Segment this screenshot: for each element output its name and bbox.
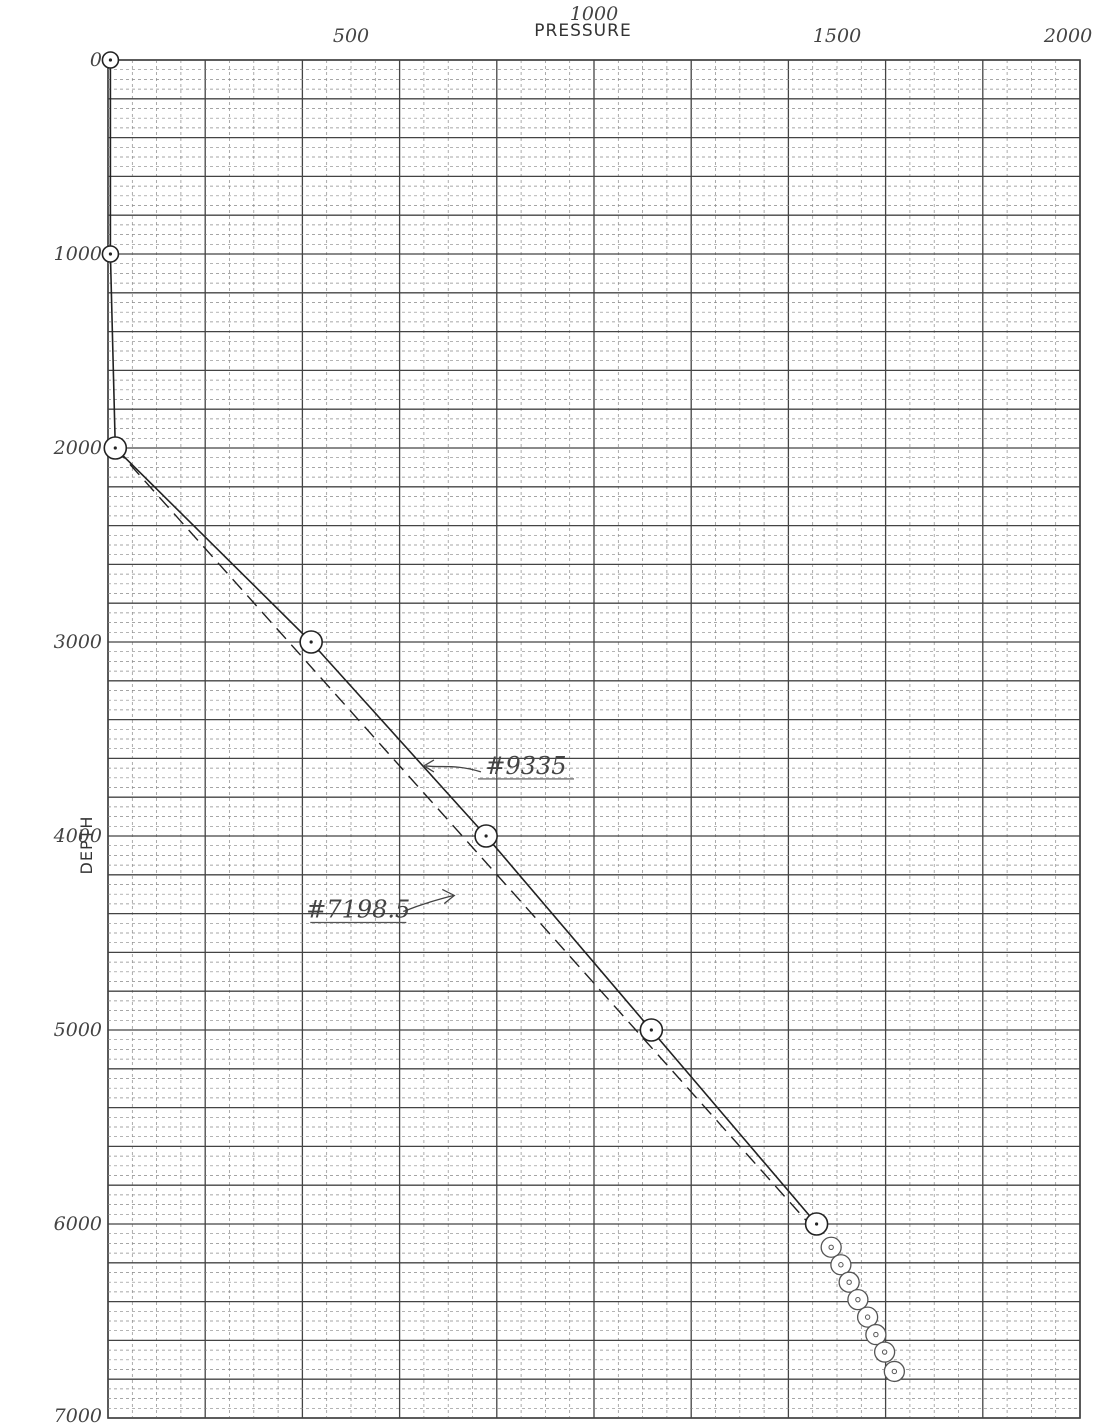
extra-point-dot bbox=[846, 1279, 852, 1285]
grid bbox=[107, 59, 1081, 1419]
extra-point-dot bbox=[891, 1368, 898, 1375]
data-point-dot bbox=[108, 58, 113, 62]
extra-point-marker bbox=[883, 1360, 905, 1383]
extra-point-dot bbox=[873, 1331, 879, 1338]
y-tick-label: 1000 bbox=[54, 243, 102, 265]
data-point-dot bbox=[649, 1028, 653, 1032]
x-tick-label: 2000 bbox=[1043, 25, 1092, 47]
annotation-label: #9335 bbox=[485, 752, 566, 780]
y-tick-label: 5000 bbox=[54, 1019, 102, 1041]
annotation-arrow bbox=[425, 765, 482, 773]
y-tick-label: 3000 bbox=[54, 631, 102, 653]
data-point-dot bbox=[814, 1222, 819, 1226]
extra-point-marker bbox=[838, 1271, 860, 1293]
x-tick-label: 500 bbox=[333, 25, 369, 47]
dashed-series-line bbox=[114, 447, 810, 1225]
annotation-arrowhead bbox=[422, 759, 435, 773]
x-tick-label: 1000 bbox=[570, 3, 618, 25]
extra-point-marker bbox=[847, 1289, 869, 1311]
markers-group bbox=[101, 51, 905, 1383]
labels-group: PRESSURE DEPTH 500 1000 1500 2000 0 1000 2000 3… bbox=[53, 3, 1093, 1426]
extra-point-dot bbox=[855, 1296, 861, 1303]
y-tick-label: 7000 bbox=[54, 1405, 102, 1426]
annotation-arrowhead bbox=[441, 888, 456, 904]
y-tick-label: 6000 bbox=[54, 1213, 102, 1235]
extra-point-marker bbox=[856, 1306, 879, 1328]
extra-point-dot bbox=[838, 1262, 844, 1268]
extra-point-dot bbox=[864, 1314, 871, 1320]
extra-point-marker bbox=[830, 1254, 852, 1276]
y-tick-label: 4000 bbox=[53, 825, 102, 847]
data-point-dot bbox=[108, 252, 113, 256]
data-point-dot bbox=[309, 640, 313, 644]
extra-point-marker bbox=[820, 1236, 842, 1258]
extra-point-dot bbox=[828, 1244, 834, 1250]
x-tick-label: 1500 bbox=[813, 25, 861, 47]
data-point-dot bbox=[484, 834, 488, 838]
y-tick-label: 0 bbox=[90, 49, 102, 71]
x-axis-label: PRESSURE bbox=[534, 21, 631, 41]
extra-point-dot bbox=[881, 1349, 888, 1355]
annotation-arrow bbox=[403, 894, 454, 913]
data-point-dot bbox=[113, 446, 117, 450]
y-axis-label: DEPTH bbox=[77, 816, 96, 875]
y-tick-label: 2000 bbox=[53, 437, 102, 459]
extra-point-marker bbox=[865, 1323, 887, 1346]
extra-point-marker bbox=[873, 1341, 896, 1363]
annotation-label: #7198.5 bbox=[306, 895, 410, 923]
